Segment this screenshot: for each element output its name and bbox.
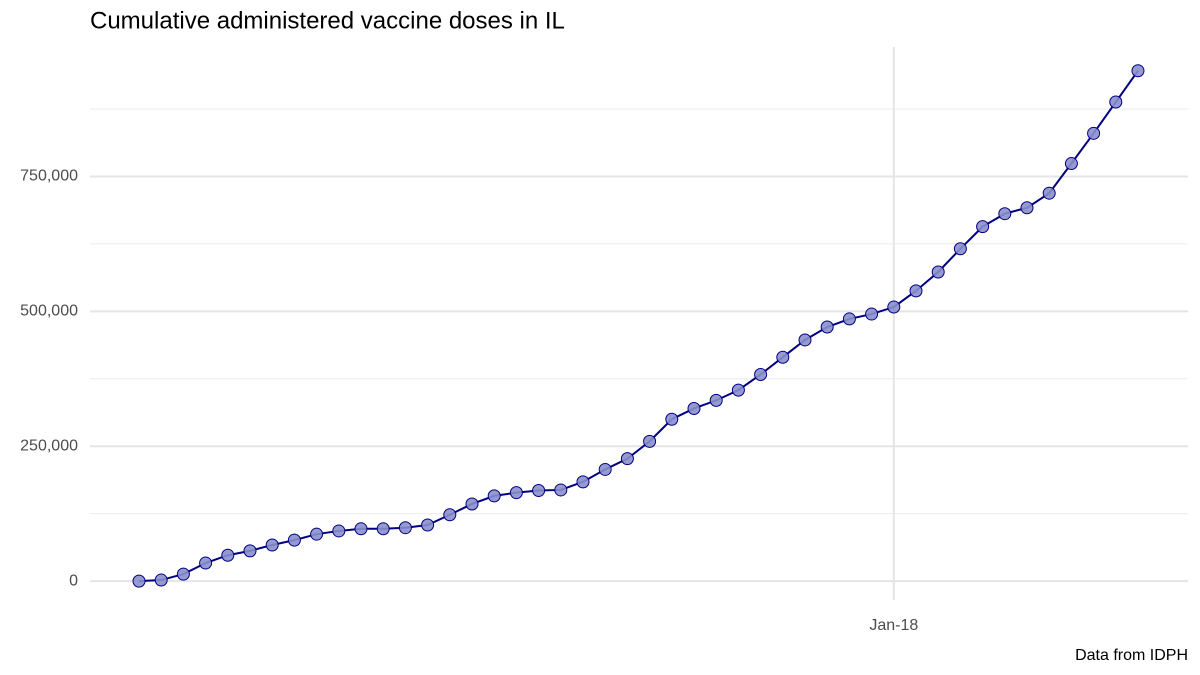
point bbox=[754, 367, 768, 381]
point bbox=[310, 527, 324, 541]
point bbox=[332, 524, 346, 538]
y-tick-label: 750,000 bbox=[20, 168, 78, 185]
x-tick-label: Jan-18 bbox=[869, 617, 918, 634]
point bbox=[376, 522, 390, 536]
point bbox=[532, 483, 546, 497]
y-tick-label: 500,000 bbox=[20, 303, 78, 320]
point bbox=[1109, 95, 1123, 109]
point bbox=[798, 333, 812, 347]
point bbox=[931, 265, 945, 279]
point bbox=[576, 475, 590, 489]
point bbox=[354, 522, 368, 536]
point bbox=[665, 412, 679, 426]
point bbox=[953, 242, 967, 256]
point bbox=[687, 401, 701, 415]
point bbox=[509, 486, 523, 500]
point bbox=[709, 393, 723, 407]
point bbox=[1020, 201, 1034, 215]
point bbox=[421, 518, 435, 532]
point bbox=[443, 508, 457, 522]
point bbox=[132, 574, 146, 588]
point bbox=[265, 538, 279, 552]
point bbox=[976, 220, 990, 234]
point bbox=[1042, 186, 1056, 200]
chart-title: Cumulative administered vaccine doses in… bbox=[90, 7, 565, 34]
point bbox=[487, 489, 501, 503]
point bbox=[998, 207, 1012, 221]
point bbox=[620, 452, 634, 466]
point bbox=[1131, 64, 1145, 78]
point bbox=[1064, 157, 1078, 171]
point bbox=[287, 533, 301, 547]
point bbox=[199, 556, 213, 570]
y-tick-label: 250,000 bbox=[20, 437, 78, 454]
point bbox=[865, 307, 879, 321]
point bbox=[398, 521, 412, 535]
point bbox=[221, 548, 235, 562]
point bbox=[154, 573, 168, 587]
point bbox=[643, 434, 657, 448]
point bbox=[1087, 126, 1101, 140]
point bbox=[243, 544, 257, 558]
caption: Data from IDPH bbox=[1075, 647, 1188, 664]
point bbox=[887, 300, 901, 314]
point bbox=[176, 567, 190, 581]
point bbox=[776, 350, 790, 364]
point bbox=[554, 483, 568, 497]
point bbox=[842, 312, 856, 326]
point bbox=[598, 462, 612, 476]
line bbox=[138, 70, 1139, 583]
point bbox=[909, 284, 923, 298]
point bbox=[465, 497, 479, 511]
y-tick-label: 0 bbox=[69, 572, 78, 589]
point bbox=[820, 320, 834, 334]
point bbox=[731, 383, 745, 397]
